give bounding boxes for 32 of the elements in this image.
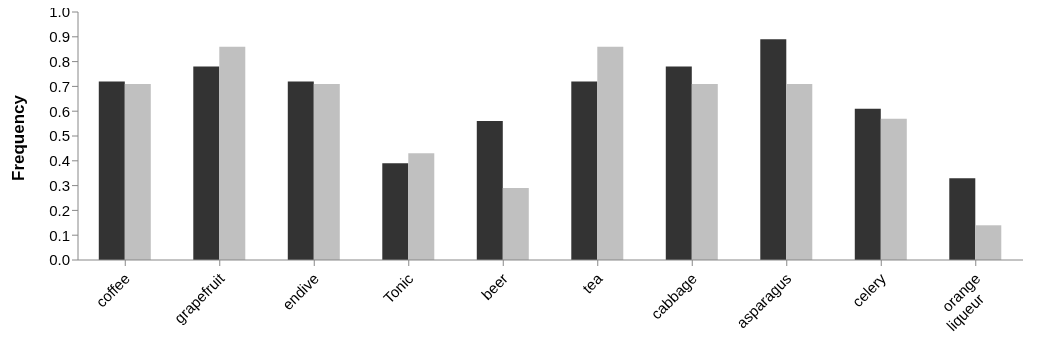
y-tick-label: 0.2 (49, 201, 70, 219)
bar (665, 66, 692, 260)
y-tick-label: 0.0 (49, 251, 70, 269)
y-tick-label: 0.7 (49, 77, 70, 95)
bar (313, 83, 340, 260)
x-tick-label: tea (578, 269, 606, 297)
bar (880, 118, 907, 260)
bar (287, 81, 314, 260)
y-tick-label: 0.1 (49, 226, 70, 244)
y-axis-title: Frequency (9, 94, 29, 181)
bar (476, 121, 503, 260)
bar (571, 81, 598, 260)
bar (597, 46, 624, 260)
y-tick-label: 0.6 (49, 102, 70, 120)
bar (408, 153, 435, 260)
bar (502, 188, 529, 260)
y-tick-label: 0.3 (49, 176, 70, 194)
bar (854, 108, 881, 260)
y-tick-label: 0.9 (49, 28, 70, 46)
bar (382, 163, 409, 260)
bar (949, 178, 976, 260)
bar (786, 83, 813, 260)
bar (975, 225, 1002, 260)
bar (124, 83, 151, 260)
bar (219, 46, 246, 260)
y-tick-label: 0.8 (49, 52, 70, 70)
y-tick-label: 0.5 (49, 127, 70, 145)
bar (98, 81, 125, 260)
bar (193, 66, 220, 260)
bar (760, 39, 787, 260)
bar (691, 83, 718, 260)
y-tick-label: 0.4 (49, 152, 70, 170)
